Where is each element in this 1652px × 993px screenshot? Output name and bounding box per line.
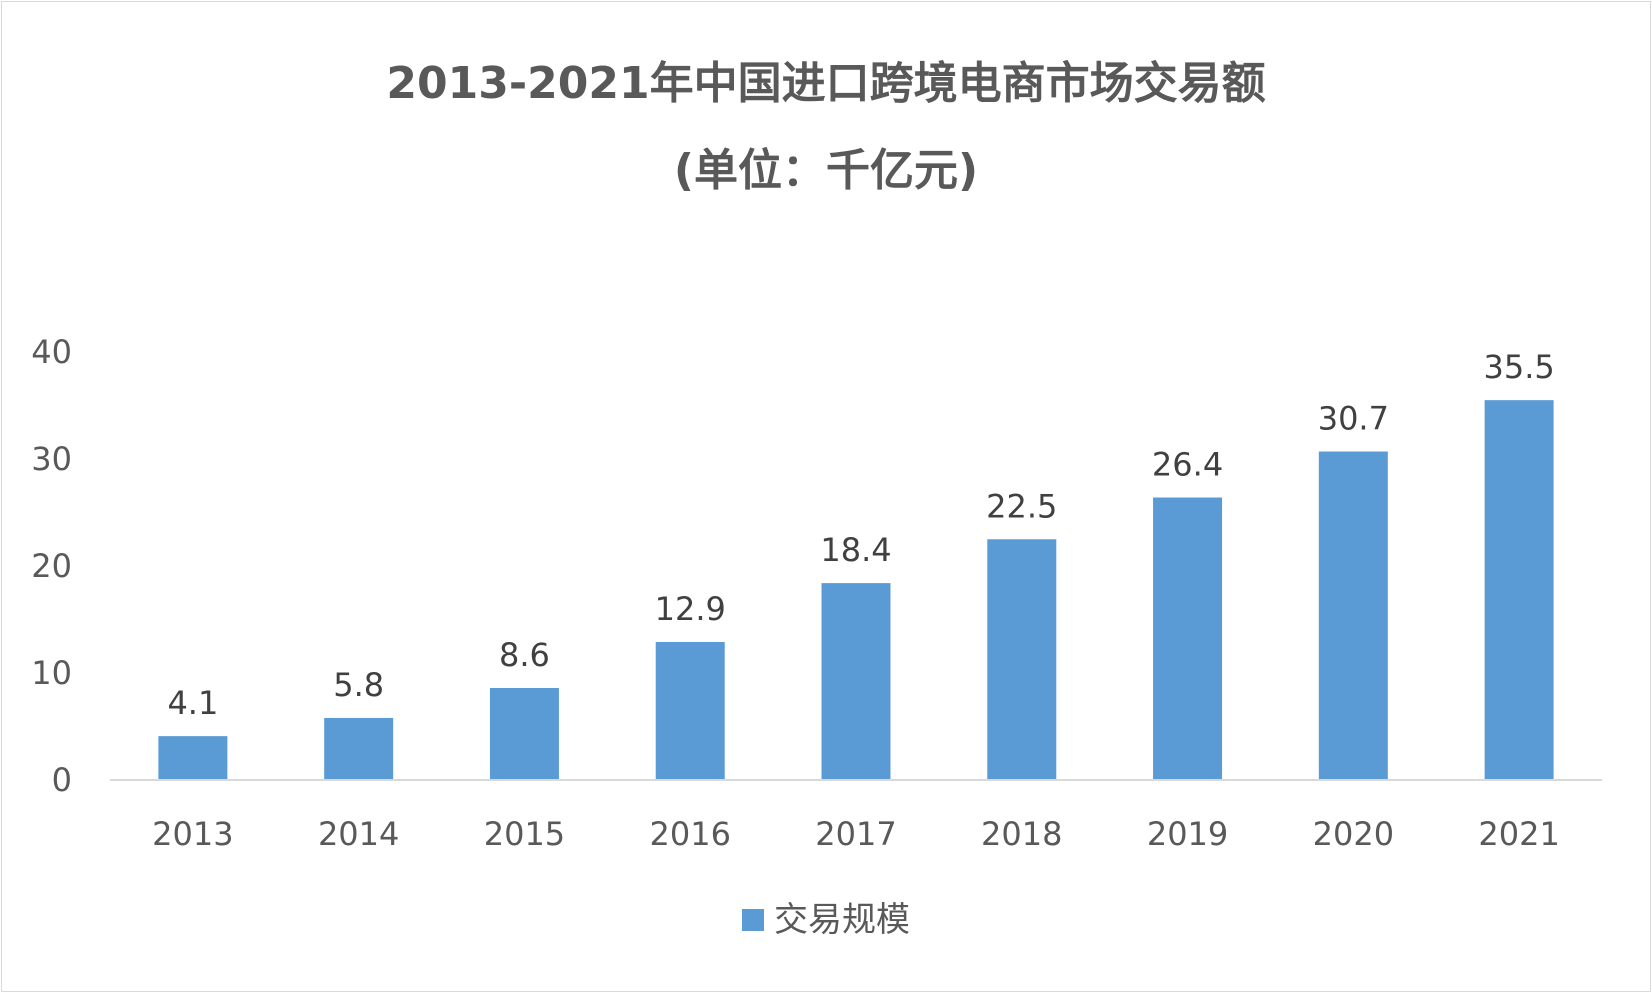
data-label: 8.6 [499, 636, 550, 674]
y-tick-label: 0 [52, 761, 72, 799]
y-axis-ticks: 0 10 20 30 40 [31, 333, 72, 799]
x-axis-ticks: 2013 2014 2015 2016 2017 2018 2019 2020 2021 [152, 815, 1560, 853]
data-labels-group: 4.1 5.8 8.6 12.9 18.4 22.5 26.4 30.7 35.5 [167, 348, 1554, 722]
data-label: 12.9 [655, 590, 726, 628]
y-tick-label: 30 [31, 440, 72, 478]
x-tick-label: 2014 [318, 815, 399, 853]
data-label: 35.5 [1483, 348, 1554, 386]
x-tick-label: 2015 [484, 815, 565, 853]
bar [489, 687, 559, 780]
bar [655, 641, 725, 780]
x-tick-label: 2018 [981, 815, 1062, 853]
chart-title: 2013-2021年中国进口跨境电商市场交易额 [386, 58, 1266, 109]
y-tick-label: 10 [31, 654, 72, 692]
bar [821, 583, 891, 780]
data-label: 4.1 [167, 684, 218, 722]
data-label: 26.4 [1152, 446, 1223, 484]
chart-subtitle: (单位：千亿元) [673, 145, 979, 196]
x-tick-label: 2020 [1313, 815, 1394, 853]
x-tick-label: 2016 [650, 815, 731, 853]
x-tick-label: 2017 [815, 815, 896, 853]
bar [987, 539, 1057, 780]
data-label: 22.5 [986, 487, 1057, 525]
data-label: 5.8 [333, 666, 384, 704]
x-tick-label: 2013 [152, 815, 233, 853]
legend-swatch [742, 909, 764, 931]
bar [1318, 451, 1388, 780]
y-tick-label: 40 [31, 333, 72, 371]
bar [158, 736, 228, 780]
legend-label: 交易规模 [774, 900, 910, 940]
y-tick-label: 20 [31, 547, 72, 585]
bar [1484, 400, 1554, 780]
x-tick-label: 2021 [1478, 815, 1559, 853]
x-tick-label: 2019 [1147, 815, 1228, 853]
legend: 交易规模 [0, 900, 1652, 940]
data-label: 30.7 [1318, 400, 1389, 438]
bar [1153, 497, 1223, 780]
bars-group [158, 400, 1554, 780]
data-label: 18.4 [820, 531, 891, 569]
bar [324, 717, 394, 780]
